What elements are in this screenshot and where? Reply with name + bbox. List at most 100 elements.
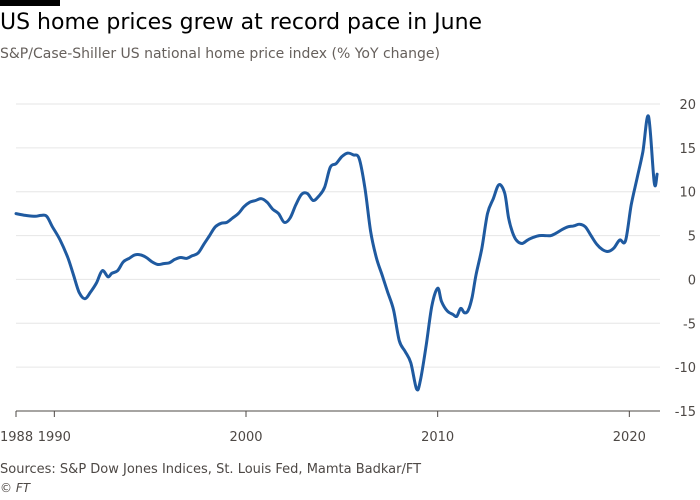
data-point: [40, 214, 42, 216]
data-point: [544, 234, 546, 236]
data-point: [613, 247, 615, 249]
data-point: [51, 226, 53, 228]
data-point: [335, 162, 337, 164]
data-point: [607, 250, 609, 252]
data-point: [555, 232, 557, 234]
data-point: [398, 340, 400, 342]
data-point: [364, 186, 366, 188]
data-point: [122, 261, 124, 263]
y-tick-label: 10: [679, 186, 696, 201]
data-point: [630, 204, 632, 206]
data-point: [471, 296, 473, 298]
data-point: [249, 201, 251, 203]
series-layer: [14, 114, 659, 392]
data-point: [24, 214, 26, 216]
data-point: [46, 215, 48, 217]
data-point: [404, 350, 406, 352]
data-point: [573, 225, 575, 227]
data-point: [561, 228, 563, 230]
data-point: [95, 282, 97, 284]
data-point: [162, 262, 164, 264]
y-tick-label: 0: [688, 273, 696, 288]
data-point: [467, 309, 469, 311]
data-point: [387, 291, 389, 293]
data-point: [624, 240, 626, 242]
data-point: [619, 239, 621, 241]
data-point: [191, 255, 193, 257]
y-axis: -15 -10 -5 0 5 10 15 20: [675, 98, 696, 420]
data-point: [243, 205, 245, 207]
data-point: [460, 307, 462, 309]
data-point: [358, 157, 360, 159]
data-point: [226, 221, 228, 223]
chart-title: US home prices grew at record pace in Ju…: [0, 10, 483, 35]
data-point: [392, 309, 394, 311]
data-point: [475, 274, 477, 276]
data-point: [538, 234, 540, 236]
data-point: [437, 287, 439, 289]
data-point: [208, 234, 210, 236]
line-chart: 1988 1990 2000 2010 2020 -15 -10 -5 0 5 10 15 20: [0, 98, 696, 445]
data-point: [231, 217, 233, 219]
data-point: [507, 217, 509, 219]
data-point: [116, 270, 118, 272]
series-line: [14, 114, 659, 392]
data-point: [419, 379, 421, 381]
data-point: [567, 226, 569, 228]
data-point: [168, 262, 170, 264]
y-tick-label: 5: [688, 230, 696, 245]
x-tick-label: 1990: [38, 430, 71, 445]
data-point: [481, 248, 483, 250]
data-point: [203, 243, 205, 245]
y-tick-label: 20: [679, 98, 696, 113]
x-tick-label: 2020: [613, 430, 646, 445]
data-point: [515, 239, 517, 241]
data-point: [111, 272, 113, 274]
data-point: [260, 198, 262, 200]
data-point: [521, 242, 523, 244]
data-point: [101, 270, 103, 272]
data-point: [84, 298, 86, 300]
data-point: [145, 256, 147, 258]
data-point: [486, 212, 488, 214]
y-tick-label: -10: [675, 361, 696, 376]
data-point: [498, 184, 500, 186]
data-point: [636, 177, 638, 179]
data-point: [504, 192, 506, 194]
data-point: [266, 201, 268, 203]
data-point: [289, 217, 291, 219]
y-tick-label: -5: [683, 317, 696, 332]
y-tick-label: -15: [675, 405, 696, 420]
data-point: [584, 226, 586, 228]
data-point: [346, 152, 348, 154]
data-point: [590, 234, 592, 236]
x-tick-label: 2000: [229, 430, 262, 445]
x-axis: 1988 1990 2000 2010 2020: [0, 410, 660, 445]
copyright: © FT: [0, 481, 31, 495]
data-point: [78, 291, 80, 293]
data-point: [59, 239, 61, 241]
source-note: Sources: S&P Dow Jones Indices, St. Loui…: [0, 462, 422, 477]
data-point: [653, 182, 655, 184]
chart-subtitle: S&P/Case-Shiller US national home price …: [0, 46, 440, 62]
data-point: [180, 256, 182, 258]
data-point: [341, 155, 343, 157]
data-point: [272, 208, 274, 210]
data-point: [306, 192, 308, 194]
x-tick-label: 2010: [421, 430, 454, 445]
data-point: [527, 239, 529, 241]
top-rule: [0, 0, 60, 6]
gridlines: [16, 103, 660, 412]
data-point: [174, 258, 176, 260]
data-point: [596, 243, 598, 245]
data-point: [456, 315, 458, 317]
data-point: [312, 199, 314, 201]
data-point: [15, 212, 17, 214]
data-point: [295, 204, 297, 206]
data-point: [277, 212, 279, 214]
data-point: [452, 313, 454, 315]
data-point: [134, 254, 136, 256]
data-point: [440, 300, 442, 302]
data-point: [220, 222, 222, 224]
data-point: [254, 199, 256, 201]
